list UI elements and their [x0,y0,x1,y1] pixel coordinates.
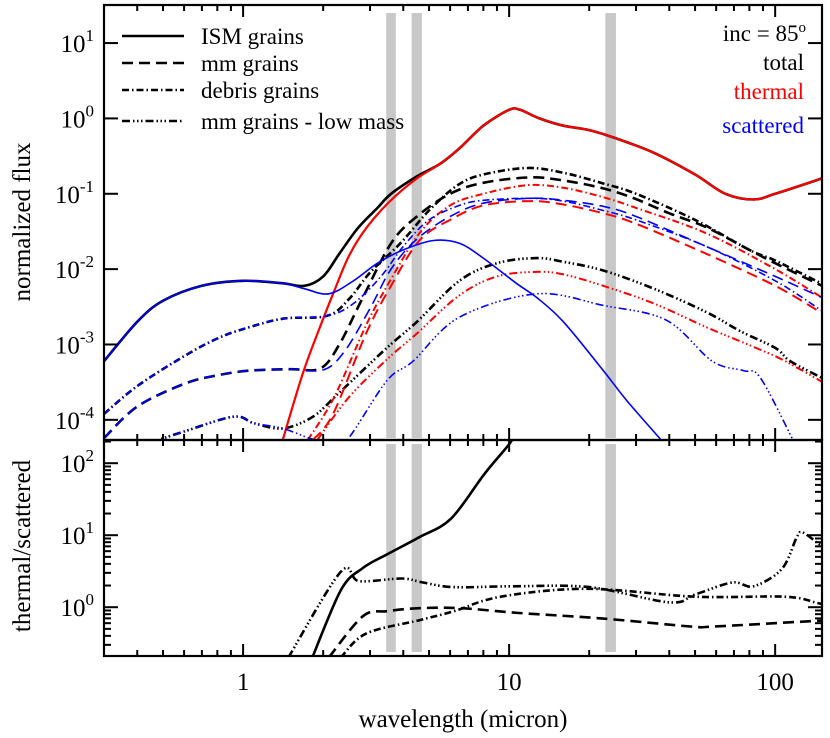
degree-sup: o [799,20,807,36]
color-key-scattered: scattered [722,113,804,138]
tick-base: 10 [61,106,86,133]
highlight-band [605,13,616,438]
tick-base: 10 [55,408,80,435]
tick-exponent: 2 [86,446,95,465]
series-ism-grains-thermal [281,107,822,440]
series-mm-grains [328,606,822,656]
highlight-band [386,444,396,652]
series-ism-grains-scattered [104,239,663,440]
tick-base: 10 [61,451,86,478]
y-tick-label: 10-4 [55,403,95,435]
tick-base: 10 [55,257,80,284]
series-mm-grains-low-mass-scattered [155,292,794,440]
inclination-annotation: inc = 85o [723,20,806,46]
y-tick-label: 100 [61,101,95,133]
tick-base: 10 [61,523,86,550]
y-tick-label: 101 [61,518,95,550]
curves [104,106,822,440]
y-tick-label: 100 [61,590,95,622]
x-axis-label: wavelength (micron) [359,706,568,733]
tick-base: 10 [61,31,86,58]
series-ism-grains [311,440,514,656]
tick-exponent: 1 [86,26,95,45]
tick-exponent: -1 [80,177,94,196]
x-tick-label: 10 [497,669,522,696]
y-tick-label: 10-1 [55,177,94,209]
series-debris-grains-scattered [104,197,822,415]
series-debris-grains [340,587,822,656]
inclination-text: inc = 85 [723,21,799,46]
legend-label: debris grains [201,78,319,103]
tick-exponent: 0 [86,590,95,609]
legend-label: ISM grains [201,24,304,49]
y-tick-label: 10-3 [55,327,94,359]
tick-base: 10 [55,332,80,359]
color-key-total: total [763,50,804,75]
tick-base: 10 [55,182,80,209]
highlight-band [386,13,396,438]
y-tick-label: 101 [61,26,95,58]
series-mm-grains-thermal [312,200,822,440]
svg-text:inc = 85o: inc = 85o [723,20,806,46]
tick-exponent: -4 [80,403,95,422]
y-tick-label: 102 [61,446,95,478]
series-mm-grains-low-mass-total [154,256,822,440]
x-tick-label: 1 [237,669,250,696]
tick-exponent: 1 [86,518,95,537]
legend-label: mm grains [201,51,299,76]
y-axis-label-bottom: thermal/scattered [9,459,36,632]
x-tick-label: 100 [756,669,794,696]
series-mm-grains-low-mass-thermal [316,270,822,440]
series-mm-grains-total [104,176,822,440]
tick-exponent: 0 [86,101,95,120]
color-key: total thermal scattered [722,50,804,138]
tick-exponent: -2 [80,252,94,271]
y-axis-label-top: normalized flux [9,142,36,301]
plot-frame [102,438,824,658]
series-debris-grains-thermal [306,183,822,440]
curves [287,440,822,656]
series-mm-grains-scattered [104,197,822,439]
highlight-band [411,444,422,652]
legend-label: mm grains - low mass [201,109,404,134]
highlight-band [605,444,616,652]
series-mm-grains-low-mass [287,530,822,656]
tick-exponent: -3 [80,327,94,346]
color-key-thermal: thermal [734,79,804,104]
tick-base: 10 [61,595,86,622]
y-tick-label: 10-2 [55,252,94,284]
